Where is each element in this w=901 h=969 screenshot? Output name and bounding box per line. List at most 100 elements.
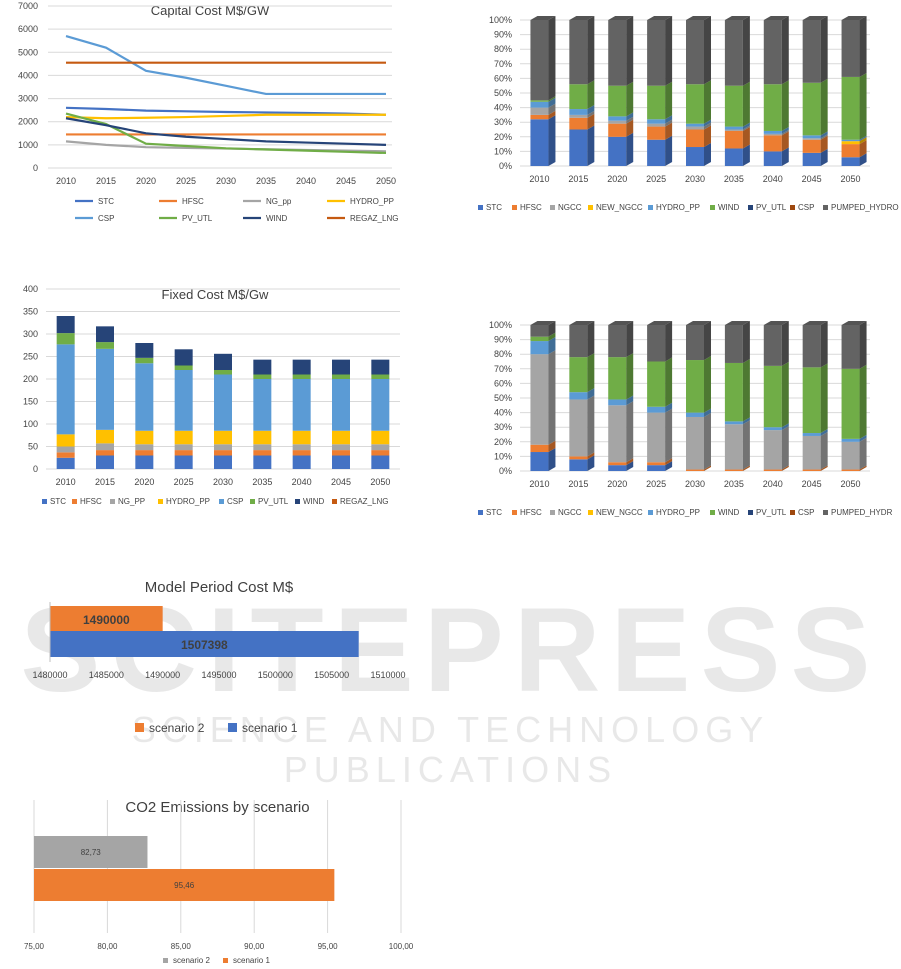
y-tick-label: 100 <box>23 419 38 429</box>
legend-swatch <box>512 205 517 210</box>
bar-segment-csp <box>174 370 193 431</box>
y-tick-label: 0 <box>33 464 38 474</box>
bar-top <box>686 321 711 325</box>
legend-swatch <box>790 205 795 210</box>
y-tick-label: 3000 <box>18 94 38 104</box>
x-tick-label: 80,00 <box>97 942 118 951</box>
legend-label: scenario 2 <box>173 956 210 965</box>
y-tick-label: 350 <box>23 307 38 317</box>
bar-side-hydro_pp <box>820 429 828 436</box>
bar-segment-hfsc <box>608 123 627 137</box>
bar-segment-hydro_pp <box>292 430 311 445</box>
bar-side-hfsc <box>665 458 673 466</box>
y-tick-label: 90% <box>494 30 512 40</box>
bar-segment-hfsc <box>569 117 588 130</box>
bar-side-ngcc <box>859 437 867 470</box>
bar-segment-hydro_pp <box>56 434 75 447</box>
bar-side-stc <box>626 461 634 471</box>
bar-segment-ngcc <box>608 120 627 124</box>
series-line-wind <box>65 117 387 146</box>
y-tick-label: 100% <box>489 15 512 25</box>
chart-title: Capital Cost M$/GW <box>151 3 270 18</box>
x-tick-label: 2010 <box>56 477 76 487</box>
y-tick-label: 7000 <box>18 1 38 11</box>
bar-top <box>763 16 789 20</box>
legend-label: scenario 2 <box>149 721 205 735</box>
bar-side-pumped_hydro <box>704 16 711 85</box>
legend-label: PV_UTL <box>258 497 289 506</box>
bar-side-pumped_hydro <box>820 321 828 368</box>
x-tick-label: 2035 <box>256 176 276 186</box>
bar-side-hfsc <box>548 110 556 120</box>
bar-side-ngcc <box>820 431 828 470</box>
y-tick-label: 250 <box>23 352 38 362</box>
bar-segment-stc <box>686 147 704 166</box>
bar-side-pumped_hydro <box>820 16 828 83</box>
bar-side-hydro_pp <box>704 119 711 127</box>
bar-side-hydro_pp <box>859 135 867 142</box>
legend-label: PV_UTL <box>756 508 787 517</box>
share-chart-1: 0% 10% 20% 30% 40% 50% 60% 70% 80% 90% 100% 2010 201… <box>470 0 901 220</box>
bar-side-hydro_pp <box>548 97 556 108</box>
bar-segment-ng_pp <box>96 443 114 451</box>
bar-segment-hfsc <box>214 450 232 456</box>
bar-segment-hfsc <box>647 462 666 466</box>
bar-segment-hfsc <box>530 444 549 453</box>
bar-segment-pumped_hydro <box>647 20 666 86</box>
bar-segment-wind <box>530 336 549 342</box>
bar-side-pumped_hydro <box>587 321 595 358</box>
bar-top <box>724 321 750 325</box>
x-tick-label: 75,00 <box>24 942 45 951</box>
x-tick-label: 2030 <box>685 174 705 184</box>
bar-side-wind <box>781 361 789 428</box>
bar-segment-stc <box>569 129 588 166</box>
bar-top <box>569 16 595 20</box>
x-tick-label: 2050 <box>376 176 396 186</box>
x-tick-label: 2050 <box>841 479 861 489</box>
bar-segment-pumped_hydro <box>802 325 821 368</box>
bar-segment-wind <box>174 349 193 366</box>
bar-segment-ngcc <box>686 416 704 470</box>
bar-segment-wind <box>724 362 743 422</box>
bar-segment-hydro_pp <box>802 433 821 436</box>
bar-segment-stc <box>56 457 75 469</box>
y-tick-label: 20% <box>494 437 512 447</box>
bar-side-wind <box>665 81 673 120</box>
y-tick-label: 80% <box>494 44 512 54</box>
bar-segment-wind <box>214 353 232 370</box>
y-tick-label: 60% <box>494 73 512 83</box>
bar-segment-wind <box>647 361 666 407</box>
bar-segment-ngcc <box>802 435 821 470</box>
bar-segment-pumped_hydro <box>647 325 666 362</box>
series-line-stc <box>65 106 387 116</box>
bar-segment-wind <box>371 359 390 375</box>
bar-segment-hydro_pp <box>530 341 549 355</box>
bar-side-hfsc <box>742 465 750 471</box>
bar-segment-csp <box>253 379 272 431</box>
bar-segment-hydro_pp <box>135 430 154 445</box>
bar-segment-stc <box>569 459 588 471</box>
bar-segment-stc <box>841 157 860 166</box>
bar-segment-wind <box>56 316 75 334</box>
y-tick-label: 60% <box>494 378 512 388</box>
legend-label: NGCC <box>558 203 582 212</box>
x-tick-label: 1485000 <box>89 670 124 680</box>
bar-side-ngcc <box>587 395 595 457</box>
bar-segment-ngcc <box>802 138 821 140</box>
bar-segment-ngcc <box>647 123 666 127</box>
bar-side-stc <box>587 125 595 166</box>
bar-segment-ngcc <box>530 107 549 115</box>
bar-segment-wind <box>332 359 350 375</box>
bar-side-hfsc <box>820 465 828 471</box>
y-tick-label: 70% <box>494 364 512 374</box>
bar-segment-hydro_pp <box>686 123 704 127</box>
legend-label: HYDRO_PP <box>350 197 394 206</box>
y-tick-label: 1000 <box>18 140 38 150</box>
bar-segment-hydro_pp <box>174 430 193 445</box>
bar-scenario-2 <box>50 606 163 632</box>
bar-side-wind <box>742 358 750 422</box>
x-tick-label: 2045 <box>802 174 822 184</box>
bar-segment-ng_pp <box>253 444 272 451</box>
legend-label: NEW_NGCC <box>596 508 643 517</box>
bar-segment-ng_pp <box>174 444 193 451</box>
